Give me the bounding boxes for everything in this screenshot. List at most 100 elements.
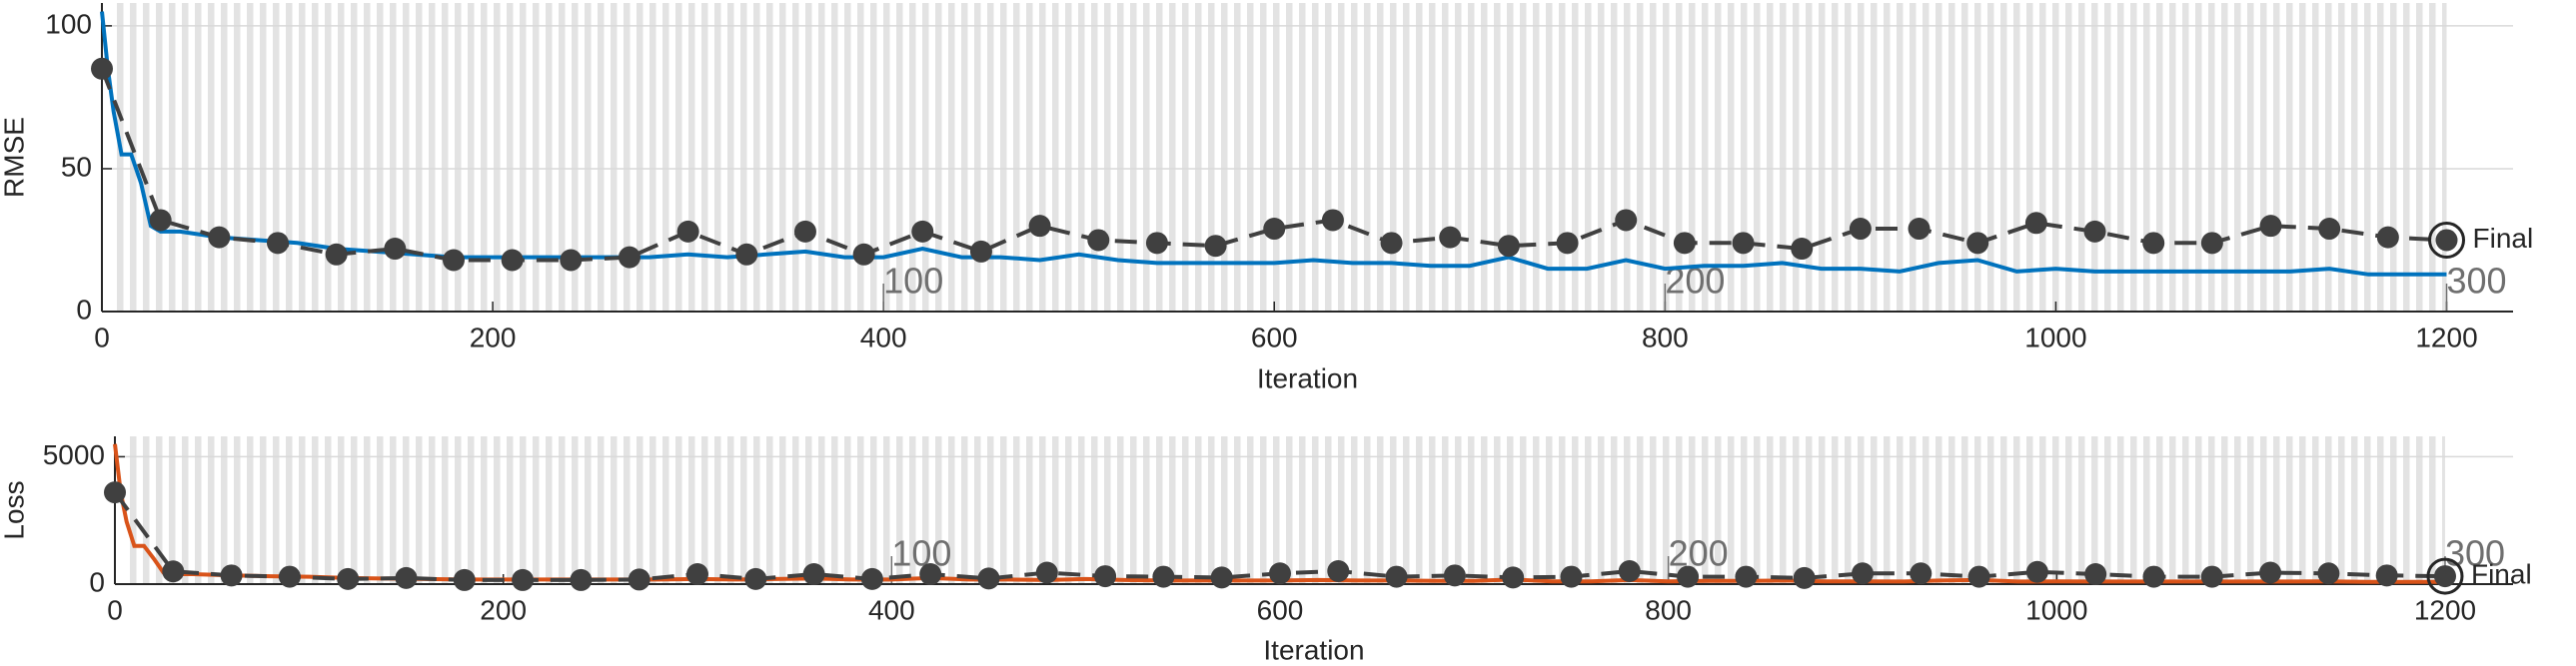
validation-point: [1321, 209, 1344, 232]
validation-point: [1263, 218, 1286, 241]
x-tick-label: 600: [1251, 322, 1298, 352]
epoch-label: 300: [2447, 261, 2507, 302]
validation-point: [208, 226, 231, 249]
validation-point: [162, 560, 185, 583]
validation-point: [1673, 232, 1696, 255]
epoch-label: 100: [883, 261, 943, 302]
validation-point: [149, 209, 172, 232]
validation-point: [2259, 215, 2282, 238]
x-axis-label: Iteration: [1263, 634, 1364, 665]
final-label: Final: [2471, 558, 2532, 589]
validation-point: [793, 220, 816, 243]
validation-point: [1735, 565, 1758, 588]
x-axis-label: Iteration: [1257, 362, 1358, 393]
x-tick-label: 1000: [2024, 322, 2086, 352]
validation-point: [1615, 209, 1638, 232]
validation-point: [1849, 218, 1872, 241]
validation-point: [1556, 232, 1579, 255]
validation-point: [1210, 566, 1233, 589]
validation-point: [220, 564, 243, 587]
validation-point: [618, 246, 641, 269]
validation-point: [1908, 218, 1931, 241]
validation-point: [2317, 562, 2340, 585]
validation-point: [442, 249, 465, 272]
validation-point: [628, 568, 650, 591]
validation-point: [1028, 215, 1051, 238]
y-tick-label: 5000: [43, 439, 105, 470]
validation-point: [384, 238, 407, 261]
x-tick-label: 1000: [2025, 594, 2087, 625]
validation-point: [1560, 565, 1583, 588]
validation-point: [1035, 561, 1058, 584]
validation-point: [1793, 566, 1816, 589]
validation-point: [1439, 226, 1462, 249]
validation-point: [2083, 220, 2106, 243]
validation-point: [685, 563, 708, 586]
validation-point: [2142, 565, 2165, 588]
validation-point: [977, 567, 1000, 590]
y-tick-label: 0: [89, 566, 105, 597]
x-tick-label: 1200: [2414, 594, 2476, 625]
y-tick-label: 100: [45, 8, 92, 39]
validation-point: [278, 565, 301, 588]
validation-point: [1268, 562, 1291, 585]
x-tick-label: 800: [1645, 594, 1692, 625]
validation-point: [2200, 565, 2223, 588]
validation-point: [2024, 212, 2047, 235]
validation-point: [2375, 564, 2398, 587]
validation-point: [911, 220, 934, 243]
x-tick-label: 200: [480, 594, 527, 625]
validation-point: [1152, 565, 1175, 588]
validation-point: [735, 243, 758, 266]
validation-point: [560, 249, 583, 272]
validation-point: [852, 243, 875, 266]
x-tick-label: 0: [107, 594, 123, 625]
validation-line: [100, 68, 2447, 263]
final-label: Final: [2473, 223, 2534, 254]
validation-point: [802, 563, 825, 586]
validation-point: [2318, 218, 2341, 241]
x-tick-label: 600: [1257, 594, 1304, 625]
validation-point: [501, 249, 524, 272]
x-tick-label: 400: [860, 322, 907, 352]
validation-point: [104, 481, 126, 504]
validation-point: [919, 563, 942, 586]
validation-point: [453, 568, 476, 591]
validation-point: [1094, 565, 1117, 588]
validation-point: [1380, 232, 1403, 255]
x-tick-label: 0: [94, 322, 110, 352]
validation-point: [1966, 232, 1989, 255]
validation-point: [91, 57, 113, 80]
validation-point: [969, 240, 992, 263]
x-tick-label: 400: [868, 594, 915, 625]
epoch-shading: [112, 3, 2447, 312]
validation-point: [1677, 565, 1700, 588]
validation-point: [744, 567, 767, 590]
epoch-label: 100: [891, 533, 951, 574]
validation-point: [1502, 566, 1525, 589]
validation-point: [2435, 229, 2458, 252]
validation-point: [860, 567, 883, 590]
validation-point: [1385, 565, 1408, 588]
training-line: [100, 11, 2447, 277]
validation-point: [676, 220, 699, 243]
epoch-shading: [125, 436, 2445, 584]
validation-point: [1732, 232, 1755, 255]
validation-point: [395, 566, 418, 589]
validation-point: [325, 243, 348, 266]
validation-point: [1204, 235, 1227, 258]
validation-point: [1910, 562, 1932, 585]
validation-point: [2200, 232, 2223, 255]
y-axis-label: RMSE: [0, 117, 29, 198]
validation-point: [1618, 559, 1641, 582]
final-marker: [2428, 221, 2466, 259]
validation-point: [2433, 565, 2456, 588]
epoch-label: 200: [1669, 533, 1729, 574]
validation-point: [570, 568, 593, 591]
x-tick-label: 800: [1642, 322, 1689, 352]
validation-point: [1443, 564, 1466, 587]
validation-point: [2025, 560, 2048, 583]
y-tick-label: 0: [76, 294, 92, 325]
validation-point: [2259, 561, 2282, 584]
